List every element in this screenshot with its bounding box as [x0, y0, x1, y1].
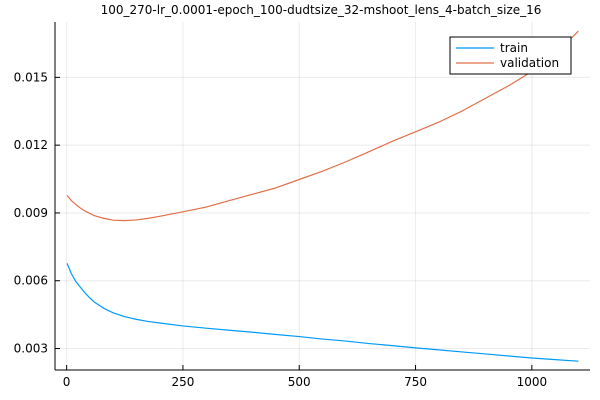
y-tick-label: 0.003 — [14, 342, 48, 356]
legend-label-validation: validation — [500, 56, 559, 70]
y-axis-ticks: 0.003 0.006 0.009 0.012 0.015 — [14, 70, 60, 356]
y-tick-label: 0.015 — [14, 70, 48, 84]
grid — [55, 22, 590, 370]
x-tick-label: 500 — [288, 375, 311, 389]
x-tick-label: 1000 — [517, 375, 548, 389]
series-line-train — [66, 263, 579, 362]
y-tick-label: 0.012 — [14, 138, 48, 152]
axes — [54, 22, 590, 371]
series-line-validation — [66, 30, 579, 222]
y-tick-label: 0.009 — [14, 206, 48, 220]
series-lines — [66, 30, 579, 362]
x-tick-label: 0 — [63, 375, 71, 389]
x-tick-label: 750 — [404, 375, 427, 389]
x-axis-ticks: 0 250 500 750 1000 — [63, 365, 547, 389]
x-tick-label: 250 — [171, 375, 194, 389]
legend-box — [449, 36, 572, 75]
legend: train validation — [449, 36, 572, 75]
legend-label-train: train — [500, 41, 528, 55]
y-tick-label: 0.006 — [14, 274, 48, 288]
chart-title: 100_270-lr_0.0001-epoch_100-dudtsize_32-… — [101, 3, 542, 17]
